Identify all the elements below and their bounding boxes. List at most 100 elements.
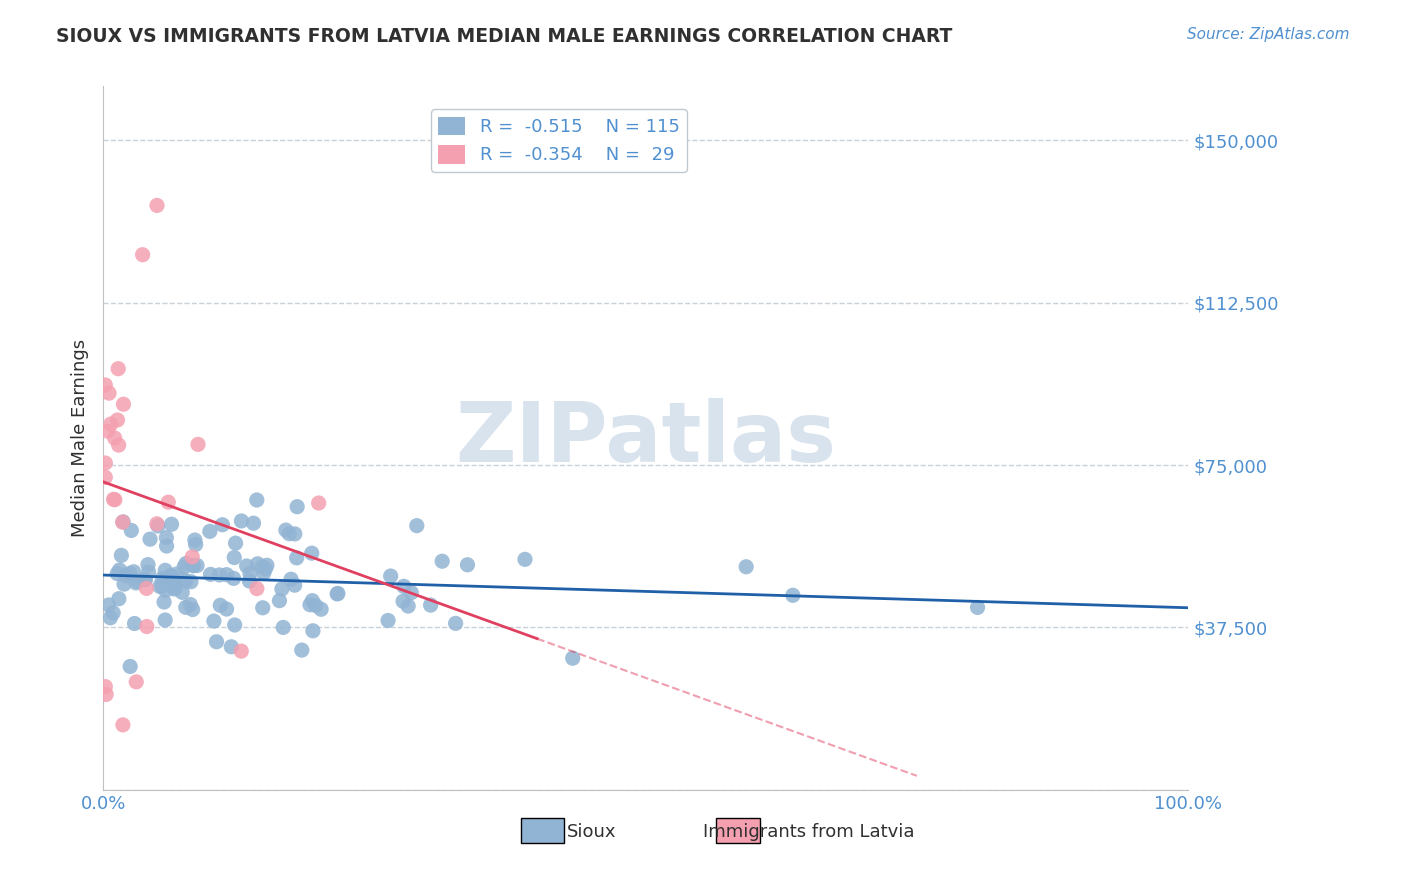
Sioux — [401, 585, 423, 599]
Sioux — [160, 569, 183, 583]
Sioux — [278, 526, 301, 541]
Sioux — [377, 614, 399, 628]
Sioux — [392, 594, 415, 608]
Sioux — [180, 574, 202, 589]
Sioux — [405, 518, 427, 533]
Sioux — [419, 598, 441, 612]
Immigrants from Latvia — [111, 718, 134, 732]
Sioux — [298, 598, 321, 612]
Sioux — [211, 517, 233, 532]
Immigrants from Latvia — [181, 549, 204, 564]
Sioux — [221, 640, 243, 654]
Sioux — [101, 606, 124, 620]
Immigrants from Latvia — [308, 496, 330, 510]
Sioux — [150, 579, 173, 593]
Sioux — [285, 500, 308, 514]
Sioux — [215, 602, 238, 616]
Immigrants from Latvia — [146, 198, 169, 212]
Sioux — [146, 519, 169, 533]
Sioux — [120, 659, 142, 673]
Sioux — [159, 568, 181, 582]
Sioux — [134, 573, 156, 587]
Sioux — [120, 524, 142, 538]
Sioux — [160, 577, 183, 591]
Text: SIOUX VS IMMIGRANTS FROM LATVIA MEDIAN MALE EARNINGS CORRELATION CHART: SIOUX VS IMMIGRANTS FROM LATVIA MEDIAN M… — [56, 27, 953, 45]
Sioux — [392, 579, 415, 593]
Sioux — [165, 567, 187, 582]
Sioux — [284, 527, 307, 541]
Sioux — [138, 565, 160, 579]
Sioux — [112, 515, 135, 529]
Sioux — [224, 618, 246, 632]
Text: Immigrants from Latvia: Immigrants from Latvia — [703, 823, 914, 841]
Sioux — [134, 573, 156, 587]
Sioux — [136, 558, 159, 572]
Sioux — [179, 598, 201, 612]
Sioux — [380, 569, 402, 583]
Immigrants from Latvia — [112, 397, 135, 411]
Sioux — [163, 582, 186, 596]
Immigrants from Latvia — [131, 248, 153, 262]
Sioux — [172, 585, 194, 599]
Sioux — [118, 566, 141, 581]
Sioux — [305, 599, 328, 613]
Immigrants from Latvia — [100, 417, 122, 431]
Sioux — [149, 579, 172, 593]
Sioux — [183, 558, 205, 573]
Sioux — [97, 598, 120, 612]
Sioux — [284, 578, 307, 592]
Sioux — [163, 576, 186, 591]
Sioux — [225, 536, 247, 550]
Sioux — [125, 575, 148, 590]
Sioux — [242, 516, 264, 531]
Sioux — [235, 559, 257, 574]
Immigrants from Latvia — [107, 413, 129, 427]
Sioux — [252, 600, 274, 615]
Immigrants from Latvia — [187, 437, 209, 451]
Sioux — [155, 563, 177, 577]
Sioux — [291, 643, 314, 657]
Immigrants from Latvia — [246, 582, 269, 596]
Sioux — [561, 651, 583, 665]
Sioux — [302, 624, 325, 638]
Sioux — [256, 558, 278, 573]
Sioux — [110, 549, 132, 563]
Text: Source: ZipAtlas.com: Source: ZipAtlas.com — [1187, 27, 1350, 42]
Immigrants from Latvia — [107, 438, 129, 452]
Sioux — [301, 546, 323, 560]
Sioux — [108, 591, 131, 606]
Sioux — [153, 595, 176, 609]
Sioux — [198, 524, 221, 539]
Sioux — [184, 533, 207, 547]
Sioux — [246, 493, 269, 508]
Sioux — [254, 562, 277, 576]
Sioux — [252, 559, 274, 574]
Sioux — [326, 586, 349, 600]
Sioux — [205, 634, 228, 648]
Sioux — [150, 571, 173, 585]
Immigrants from Latvia — [125, 674, 148, 689]
Immigrants from Latvia — [135, 582, 157, 596]
Immigrants from Latvia — [231, 644, 253, 658]
Sioux — [301, 593, 323, 607]
Sioux — [165, 581, 187, 595]
Text: ZIPatlas: ZIPatlas — [456, 398, 837, 479]
Sioux — [122, 565, 145, 579]
Sioux — [183, 558, 205, 573]
Sioux — [224, 550, 246, 565]
Sioux — [215, 567, 238, 582]
Sioux — [396, 599, 419, 613]
Sioux — [430, 554, 453, 568]
Sioux — [112, 577, 135, 591]
Sioux — [269, 593, 291, 607]
Sioux — [280, 572, 302, 586]
Sioux — [253, 566, 276, 580]
Immigrants from Latvia — [103, 492, 125, 507]
Sioux — [155, 539, 177, 553]
Sioux — [274, 523, 297, 537]
Sioux — [202, 614, 225, 628]
Sioux — [246, 557, 269, 571]
Sioux — [239, 566, 262, 581]
Sioux — [238, 574, 260, 588]
Sioux — [172, 572, 194, 586]
